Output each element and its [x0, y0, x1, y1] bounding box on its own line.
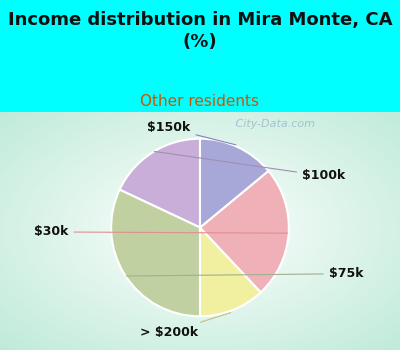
- Wedge shape: [200, 139, 268, 228]
- Text: Other residents: Other residents: [140, 94, 260, 110]
- Text: $75k: $75k: [126, 267, 363, 280]
- Wedge shape: [200, 171, 289, 292]
- Text: $100k: $100k: [154, 152, 346, 182]
- Text: City-Data.com: City-Data.com: [225, 119, 315, 129]
- Text: Income distribution in Mira Monte, CA
(%): Income distribution in Mira Monte, CA (%…: [8, 10, 392, 51]
- Wedge shape: [200, 228, 261, 316]
- Text: $150k: $150k: [147, 121, 236, 145]
- Wedge shape: [120, 139, 200, 228]
- Text: > $200k: > $200k: [140, 313, 231, 339]
- Wedge shape: [111, 190, 200, 316]
- Text: $30k: $30k: [34, 225, 288, 238]
